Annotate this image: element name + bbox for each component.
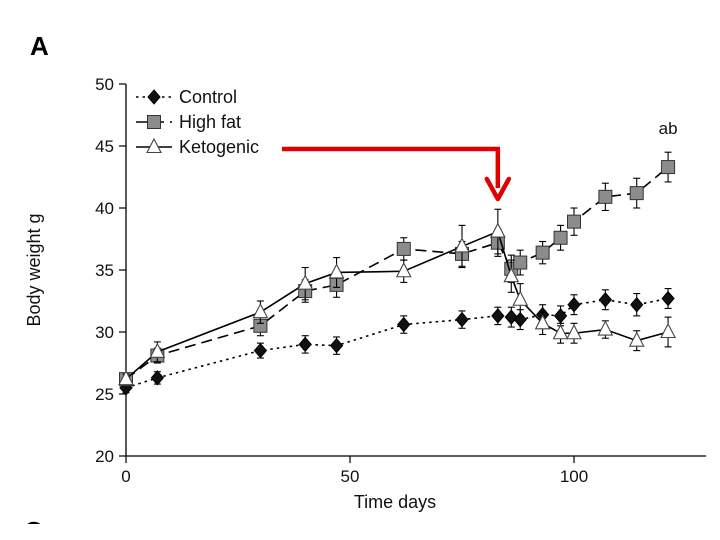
data-point — [661, 290, 675, 307]
data-point — [512, 290, 529, 306]
y-tick-label: 40 — [95, 199, 114, 218]
series-line — [125, 230, 669, 380]
series-layer — [118, 151, 676, 396]
legend-label: Control — [179, 87, 237, 107]
y-axis-label: Body weight g — [24, 213, 44, 326]
data-point — [397, 316, 411, 333]
series-high-fat — [119, 151, 676, 387]
data-point — [503, 267, 520, 283]
data-point — [297, 274, 314, 290]
data-point — [628, 331, 645, 347]
data-point — [395, 262, 412, 278]
data-point — [629, 186, 644, 201]
data-point — [552, 324, 569, 340]
data-point — [396, 241, 411, 256]
x-tick-label: 0 — [121, 467, 130, 486]
x-axis-label: Time days — [354, 492, 436, 512]
data-point — [491, 308, 505, 324]
data-point — [253, 342, 268, 359]
data-point — [567, 296, 581, 313]
data-point — [630, 296, 644, 313]
significance-annotation: ab — [659, 119, 678, 138]
data-point — [252, 302, 269, 319]
legend: Control High fat Ketogenic — [136, 87, 259, 157]
axes: 20 25 30 35 40 45 50 0 50 100 — [95, 75, 706, 486]
series-control — [119, 288, 675, 396]
data-point — [553, 230, 568, 245]
data-point — [566, 324, 582, 340]
data-point — [504, 309, 518, 325]
data-point — [553, 308, 568, 324]
next-panel-label: C — [24, 516, 43, 540]
arrow-head — [484, 176, 512, 202]
y-tick-label: 45 — [95, 137, 114, 156]
series-line — [125, 166, 669, 380]
series-ketogenic — [118, 208, 676, 386]
legend-label: High fat — [179, 112, 241, 132]
data-point — [328, 263, 345, 279]
data-point — [298, 336, 312, 353]
x-tick-label: 100 — [560, 467, 588, 486]
data-point — [329, 337, 344, 354]
x-tick-label: 50 — [341, 467, 360, 486]
data-point — [118, 369, 134, 386]
data-point — [513, 255, 528, 270]
data-point — [567, 214, 581, 229]
data-point — [598, 189, 613, 204]
data-point — [598, 291, 613, 308]
data-point — [489, 222, 506, 238]
y-tick-label: 25 — [95, 385, 114, 404]
data-point — [455, 311, 469, 328]
legend-label: Ketogenic — [179, 137, 259, 157]
legend-marker — [146, 137, 162, 154]
panel-label: A — [30, 31, 49, 61]
data-point — [150, 370, 165, 386]
data-point — [149, 342, 166, 358]
data-point — [534, 314, 551, 330]
diet-switch-arrow — [282, 146, 512, 202]
y-tick-label: 30 — [95, 323, 114, 342]
y-tick-label: 20 — [95, 447, 114, 466]
legend-marker — [147, 115, 161, 129]
series-line — [125, 297, 669, 389]
data-point — [660, 322, 676, 339]
arrow-shaft — [282, 146, 501, 188]
data-point — [661, 160, 676, 175]
data-point — [597, 320, 614, 336]
y-tick-label: 35 — [95, 261, 114, 280]
y-tick-label: 50 — [95, 75, 114, 94]
data-point — [454, 237, 470, 253]
data-point — [535, 245, 550, 260]
legend-marker — [147, 89, 161, 105]
